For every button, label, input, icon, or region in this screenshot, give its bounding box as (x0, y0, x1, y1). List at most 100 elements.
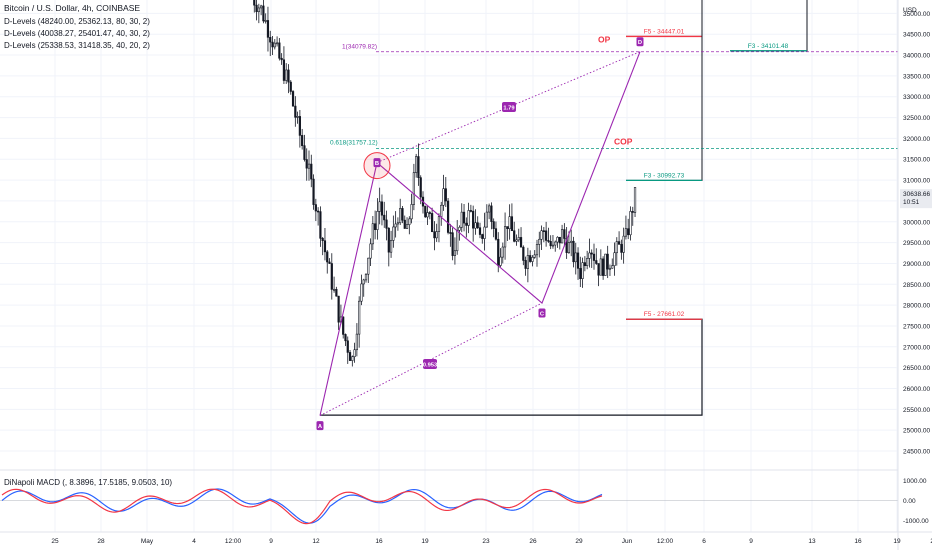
candle-body (310, 163, 313, 180)
macd-slow-line (1, 488, 603, 525)
candle-body (540, 230, 543, 240)
candle-body (513, 230, 516, 242)
candle-body (469, 210, 472, 212)
candle-body (444, 188, 447, 202)
candle-body (344, 334, 347, 342)
candle-body (629, 211, 632, 236)
candle-body (517, 237, 520, 241)
indicator-legend-2[interactable]: D-Levels (40038.27, 25401.47, 40, 30, 2) (4, 29, 150, 38)
candle-body (323, 240, 327, 253)
candle-body (328, 261, 331, 264)
candle-body (287, 69, 290, 83)
price-tick-label: 33000.00 (903, 94, 930, 101)
candle-body (417, 156, 420, 178)
candle-body (282, 59, 286, 81)
candle-body (392, 226, 395, 241)
candle-body (371, 223, 374, 245)
price-tick-label: 27500.00 (903, 323, 930, 330)
candle-body (627, 228, 630, 236)
candle-body (278, 42, 281, 59)
abcd-legs (319, 51, 641, 416)
candle-body (264, 20, 267, 22)
candle-body (348, 352, 352, 361)
candle-body (542, 230, 545, 232)
candle-body (592, 253, 596, 261)
ratio-badge-bd: 1.79 (503, 105, 515, 111)
candle-body (303, 145, 306, 160)
candle-body (499, 256, 502, 266)
candle-body (273, 42, 276, 48)
point-D-bg (636, 37, 644, 47)
candle-body (401, 208, 404, 221)
last-price-tag (900, 189, 932, 209)
time-tick-label: 26 (529, 538, 537, 545)
candle-body (576, 252, 580, 269)
candle-body (387, 227, 390, 253)
candle-body (476, 222, 479, 229)
d-levels: F5 - 34447.01 F3 - 34101.48 F3 - 30992.73 F… (320, 0, 808, 416)
point-label-C: C (540, 312, 545, 318)
candle-body (301, 135, 304, 146)
candle-body (508, 216, 511, 230)
price-tick-label: 29000.00 (903, 261, 930, 268)
candle-body (296, 116, 299, 118)
candle-body (597, 263, 600, 276)
candle-body (558, 236, 561, 244)
time-tick-label: 12 (312, 538, 320, 545)
candle-body (424, 205, 427, 218)
price-tick-label: 30000.00 (903, 219, 930, 226)
indicator-legend-1[interactable]: D-Levels (48240.00, 25362.13, 80, 30, 2) (4, 17, 150, 26)
candles (253, 0, 637, 367)
time-tick-label: Jun (622, 538, 633, 545)
candle-body (369, 243, 372, 259)
candle-body (633, 187, 637, 213)
ratio-badge-ac-bg (423, 359, 437, 369)
countdown-label: 10:51 (903, 199, 920, 206)
ratio-line-bc (376, 162, 543, 304)
candle-body (488, 205, 491, 213)
candle-body (485, 211, 488, 228)
candle-body (269, 37, 272, 43)
candle-body (305, 159, 308, 169)
candle-body (410, 204, 413, 220)
candle-body (335, 288, 338, 297)
chart-title: Bitcoin / U.S. Dollar, 4h, COINBASE (4, 3, 141, 13)
candle-body (494, 228, 498, 240)
candle-body (583, 262, 586, 267)
price-tick-label: 31500.00 (903, 157, 930, 164)
candle-body (474, 222, 477, 229)
candle-body (362, 279, 365, 285)
candle-body (519, 237, 523, 248)
time-tick-label: 16 (854, 538, 862, 545)
candle-body (622, 235, 625, 253)
time-tick-label: 19 (893, 538, 901, 545)
candle-body (588, 252, 591, 259)
candle-body (563, 229, 566, 239)
price-tick-label: 32500.00 (903, 115, 930, 122)
point-A-bg (316, 421, 324, 431)
price-tick-label: 34500.00 (903, 32, 930, 39)
candle-body (314, 204, 317, 212)
candle-body (538, 238, 541, 245)
candle-body (462, 211, 466, 224)
macd-legend[interactable]: DiNapoli MACD (, 8.3896, 17.5185, 9.0503… (4, 478, 173, 487)
time-tick-label: 12:00 (225, 538, 242, 545)
macd-tick-label: 1000.00 (903, 478, 927, 485)
candle-body (624, 228, 628, 237)
time-tick-label: 25 (51, 538, 59, 545)
candle-body (342, 316, 345, 335)
candle-body (307, 163, 311, 169)
level-label: F3 - 30992.73 (644, 172, 685, 179)
candle-body (529, 255, 532, 262)
ratio-badge-ac: 0.953 (423, 362, 438, 368)
op-level-label: 1(34079.82) (342, 44, 377, 51)
indicator-legend-3[interactable]: D-Levels (25338.53, 31418.35, 40, 20, 2) (4, 41, 150, 50)
candle-body (367, 257, 370, 275)
price-tick-label: 35000.00 (903, 11, 930, 18)
candle-body (253, 0, 256, 6)
candle-body (631, 211, 634, 213)
point-label-D: D (638, 40, 642, 46)
level-label: F5 - 34447.01 (644, 28, 685, 35)
